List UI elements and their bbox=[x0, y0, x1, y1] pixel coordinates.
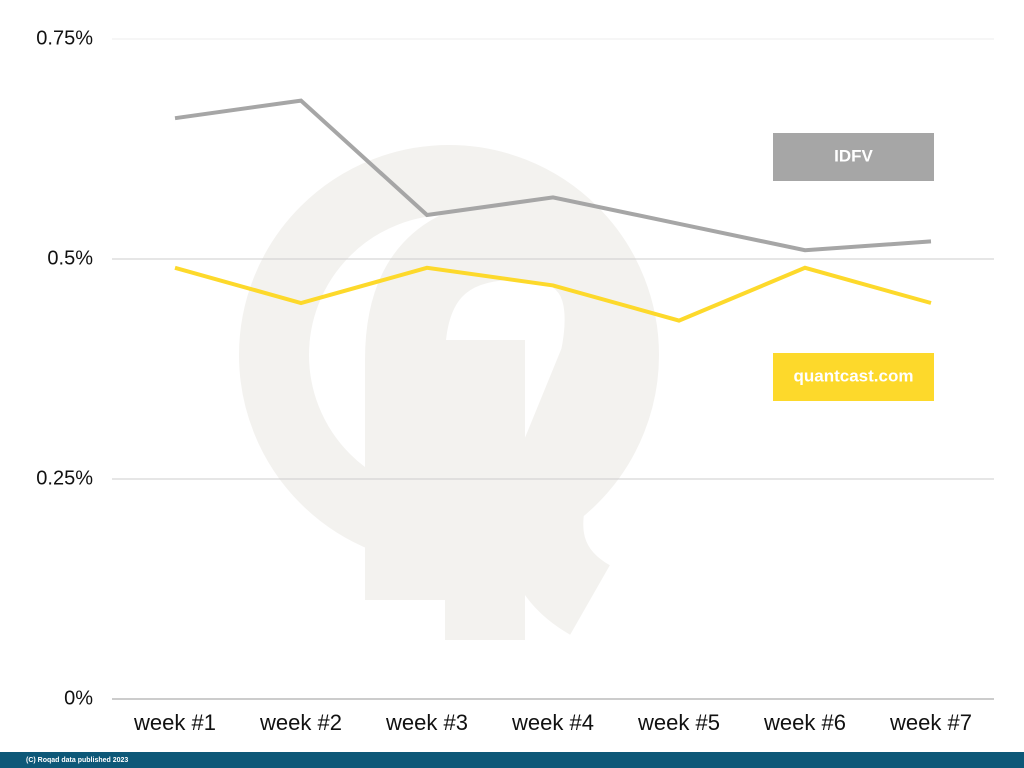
x-tick-label: week #3 bbox=[385, 710, 468, 735]
y-tick-label: 0.25% bbox=[36, 467, 93, 489]
legend-label: quantcast.com bbox=[794, 366, 914, 385]
series-line bbox=[174, 265, 932, 323]
x-tick-label: week #2 bbox=[259, 710, 342, 735]
y-tick-label: 0.75% bbox=[36, 27, 93, 49]
x-tick-label: week #4 bbox=[511, 710, 594, 735]
footer-bar bbox=[0, 752, 1024, 768]
y-tick-label: 0.5% bbox=[47, 247, 93, 269]
x-tick-label: week #5 bbox=[637, 710, 720, 735]
x-tick-label: week #6 bbox=[763, 710, 846, 735]
x-tick-label: week #7 bbox=[889, 710, 972, 735]
legend-label: IDFV bbox=[834, 146, 873, 165]
series-line bbox=[174, 98, 932, 253]
y-tick-label: 0% bbox=[64, 687, 93, 709]
x-tick-label: week #1 bbox=[133, 710, 216, 735]
legend-box bbox=[773, 353, 934, 401]
footer-text: (C) Roqad data published 2023 bbox=[26, 757, 128, 764]
legend-box bbox=[773, 133, 934, 181]
watermark-logo bbox=[239, 145, 659, 640]
